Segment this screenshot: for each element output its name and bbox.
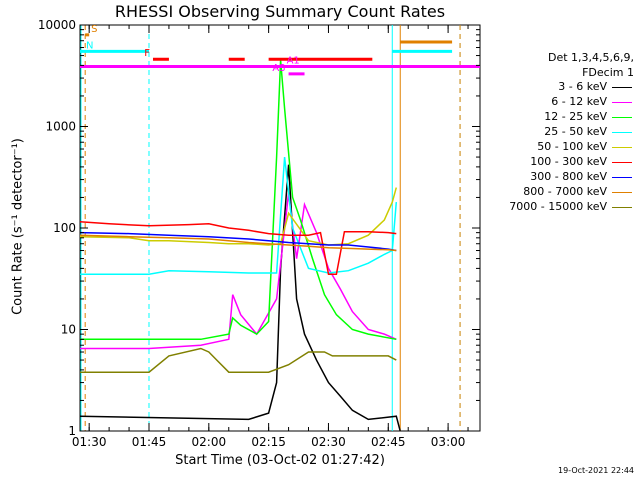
series-line — [80, 347, 397, 373]
series-line — [80, 60, 397, 341]
flag-label: A1 — [287, 56, 300, 67]
y-tick-label: 1 — [68, 424, 76, 438]
x-tick-label: 01:30 — [72, 435, 107, 449]
legend-entry: 12 - 25 keV — [544, 110, 607, 123]
chart-title: RHESSI Observing Summary Count Rates — [114, 2, 446, 21]
legend-swatch — [612, 87, 632, 88]
axes: 01:30 01:45 02:00 02:15 02:30 02:45 03:00 1 10 10… — [38, 18, 480, 449]
legend-entry: 6 - 12 keV — [551, 95, 607, 108]
legend-swatch — [612, 177, 632, 178]
series-line — [79, 231, 397, 252]
legend-entry: 7000 - 15000 keV — [509, 200, 607, 213]
legend-entry: 100 - 300 keV — [530, 155, 607, 168]
legend-header-line2: FDecim 1 — [582, 66, 634, 79]
series-group — [79, 60, 401, 432]
legend-header-line1: Det 1,3,4,5,6,9, — [547, 51, 634, 64]
legend-entry: 300 - 800 keV — [530, 170, 607, 183]
x-tick-label: 01:45 — [132, 435, 167, 449]
legend-swatch — [612, 117, 632, 118]
legend-entry: 800 - 7000 keV — [523, 185, 607, 198]
x-tick-label: 02:45 — [371, 435, 406, 449]
x-tick-label: 03:00 — [431, 435, 466, 449]
y-tick-label: 100 — [53, 221, 76, 235]
legend-swatch — [612, 102, 632, 103]
legend-swatch — [612, 132, 632, 133]
y-tick-label: 1000 — [45, 120, 76, 134]
flag-label: A3 — [272, 63, 285, 74]
series-line — [79, 187, 398, 246]
series-line — [79, 234, 397, 252]
x-tick-label: 02:00 — [192, 435, 227, 449]
legend-swatch — [612, 162, 632, 163]
series-line — [79, 164, 401, 432]
x-tick-label: 02:15 — [251, 435, 286, 449]
series-line — [80, 157, 398, 276]
footer-timestamp: 19-Oct-2021 22:44 — [558, 466, 634, 475]
flag-label: S — [91, 24, 97, 35]
y-tick-label: 10000 — [38, 18, 76, 32]
legend-entry: 3 - 6 keV — [558, 80, 607, 93]
legend-swatch — [612, 207, 632, 208]
flag-label: F — [144, 48, 150, 59]
legend-entry: 50 - 100 keV — [537, 140, 607, 153]
x-tick-label: 02:30 — [311, 435, 346, 449]
vertical-markers — [80, 25, 461, 431]
legend-entry: 25 - 50 keV — [544, 125, 607, 138]
y-tick-label: 10 — [61, 323, 76, 337]
series-line — [79, 221, 397, 276]
x-axis-label: Start Time (03-Oct-02 01:27:42) — [175, 453, 385, 468]
flag-label: N — [86, 40, 93, 51]
y-axis-label: Count Rate (s⁻¹ detector⁻¹) — [10, 138, 26, 315]
legend-swatch — [612, 192, 632, 193]
legend-swatch — [612, 147, 632, 148]
